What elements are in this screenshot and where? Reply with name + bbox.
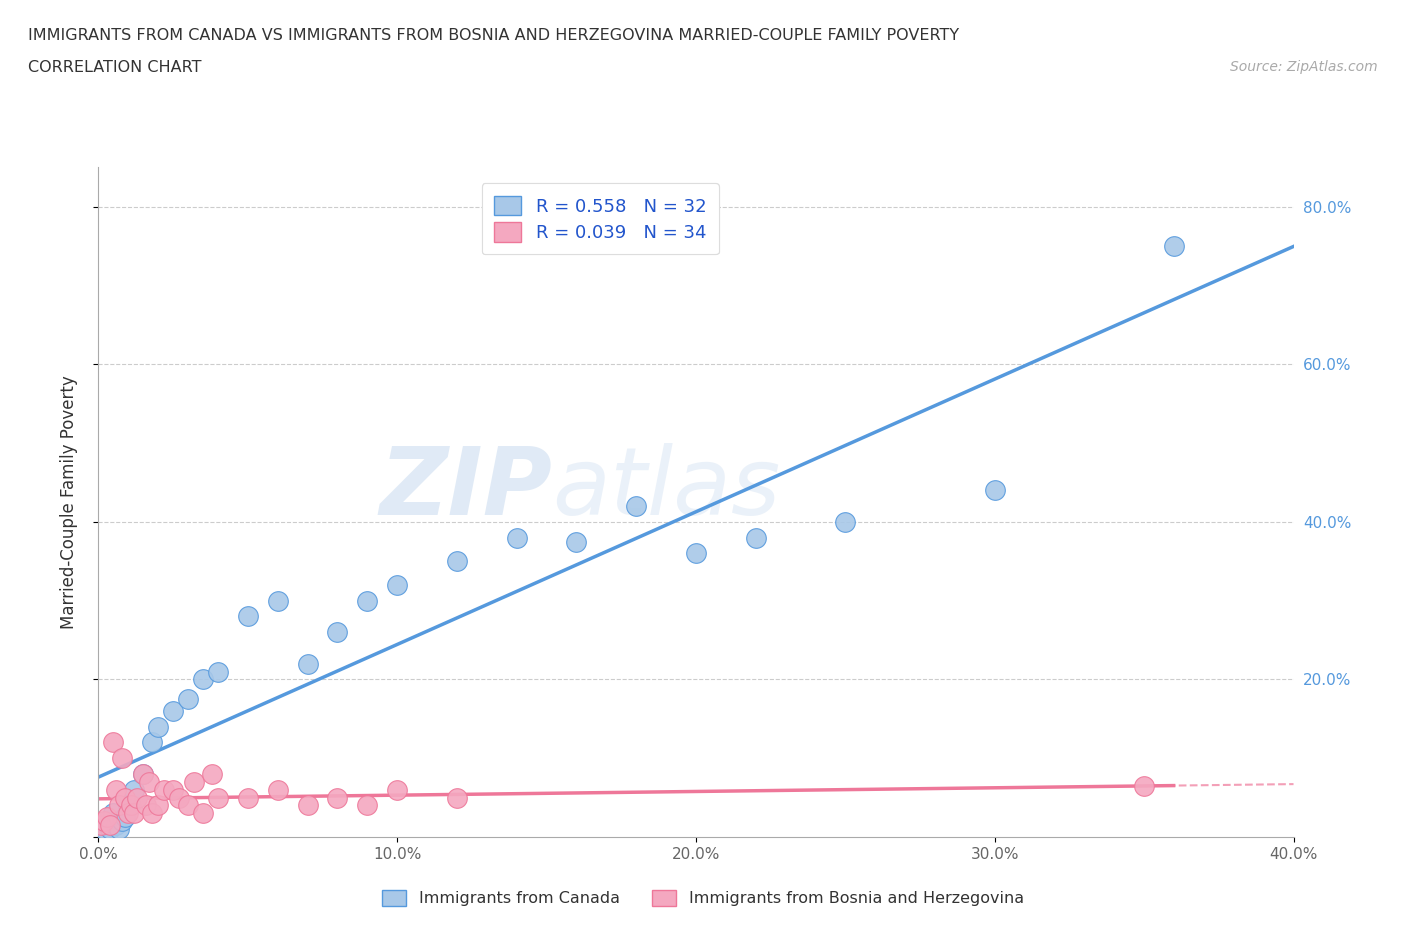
Point [153, 782, 176, 797]
Point [96, 814, 118, 829]
Point [105, 782, 128, 797]
Point [834, 514, 856, 529]
Point [93, 822, 115, 837]
Point [236, 609, 259, 624]
Point [117, 798, 139, 813]
Point [385, 578, 409, 592]
Point [108, 798, 131, 813]
Point [162, 703, 184, 718]
Point [100, 817, 122, 832]
Text: IMMIGRANTS FROM CANADA VS IMMIGRANTS FROM BOSNIA AND HERZEGOVINA MARRIED-COUPLE : IMMIGRANTS FROM CANADA VS IMMIGRANTS FRO… [28, 28, 959, 43]
Point [103, 735, 125, 750]
Point [177, 692, 200, 707]
Point [108, 822, 131, 837]
Point [105, 817, 128, 832]
Text: atlas: atlas [553, 444, 780, 535]
Point [207, 790, 229, 805]
Text: ZIP: ZIP [380, 443, 553, 535]
Point [267, 593, 290, 608]
Point [103, 806, 125, 821]
Point [138, 775, 160, 790]
Point [984, 483, 1007, 498]
Point [167, 790, 190, 805]
Point [236, 790, 259, 805]
Point [114, 790, 136, 805]
Point [148, 719, 170, 734]
Point [141, 735, 163, 750]
Point [93, 814, 115, 829]
Point [356, 593, 378, 608]
Point [506, 530, 529, 545]
Point [207, 664, 229, 679]
Point [132, 766, 155, 781]
Point [1163, 239, 1185, 254]
Point [117, 806, 139, 821]
Point [385, 782, 409, 797]
Point [132, 766, 155, 781]
Point [148, 798, 170, 813]
Point [124, 782, 146, 797]
Point [446, 554, 468, 569]
Point [326, 790, 349, 805]
Point [96, 810, 118, 825]
Point [297, 798, 319, 813]
Point [100, 822, 122, 837]
Point [141, 806, 163, 821]
Legend: Immigrants from Canada, Immigrants from Bosnia and Herzegovina: Immigrants from Canada, Immigrants from … [375, 884, 1031, 912]
Point [446, 790, 468, 805]
Point [191, 672, 214, 687]
Point [111, 751, 134, 765]
Point [1133, 778, 1156, 793]
Point [135, 798, 157, 813]
Point [191, 806, 214, 821]
Point [177, 798, 200, 813]
Point [685, 546, 707, 561]
Y-axis label: Married-Couple Family Poverty: Married-Couple Family Poverty [59, 376, 77, 629]
Point [201, 766, 224, 781]
Point [111, 814, 134, 829]
Point [267, 782, 290, 797]
Point [90, 817, 112, 832]
Point [162, 782, 184, 797]
Point [297, 657, 319, 671]
Point [745, 530, 768, 545]
Text: CORRELATION CHART: CORRELATION CHART [28, 60, 201, 75]
Point [626, 498, 648, 513]
Point [120, 798, 142, 813]
Point [356, 798, 378, 813]
Point [326, 625, 349, 640]
Point [114, 810, 136, 825]
Text: Source: ZipAtlas.com: Source: ZipAtlas.com [1230, 60, 1378, 74]
Point [127, 790, 149, 805]
Point [183, 775, 205, 790]
Point [124, 806, 146, 821]
Point [565, 534, 588, 549]
Legend: R = 0.558   N = 32, R = 0.039   N = 34: R = 0.558 N = 32, R = 0.039 N = 34 [482, 183, 718, 255]
